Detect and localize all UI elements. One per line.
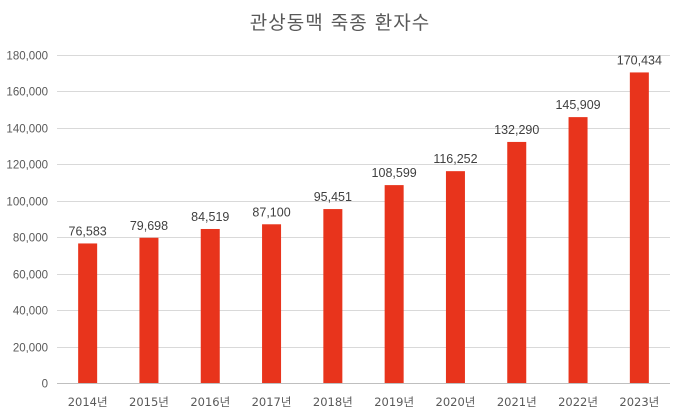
bar	[629, 72, 649, 383]
data-label: 87,100	[252, 205, 290, 219]
y-tick-label: 60,000	[13, 270, 48, 282]
x-tick-label: 2017년	[252, 395, 292, 409]
y-tick-label: 40,000	[13, 306, 48, 318]
x-tick-label: 2021년	[497, 395, 537, 409]
bar	[262, 224, 282, 383]
bar	[507, 141, 527, 383]
y-axis-tick-labels: 0 20,000 40,000 60,000 80,000 100,000 120,000 1…	[6, 51, 48, 391]
y-tick-label: 80,000	[13, 233, 48, 245]
bar	[384, 185, 404, 383]
y-tick-label: 180,000	[6, 51, 48, 63]
y-tick-label: 160,000	[6, 87, 48, 99]
bar	[323, 209, 343, 383]
gridlines	[57, 55, 670, 384]
bar	[568, 117, 588, 384]
x-tick-label: 2014년	[68, 395, 108, 409]
y-tick-label: 140,000	[6, 124, 48, 136]
data-label: 145,909	[555, 98, 600, 112]
data-labels: 76,583 79,698 84,519 87,100 95,451 108,599 116…	[69, 53, 662, 238]
bar	[200, 228, 220, 383]
data-label: 170,434	[617, 53, 662, 67]
data-label: 79,698	[130, 219, 168, 233]
data-label: 76,583	[69, 224, 107, 238]
data-label: 108,599	[372, 166, 417, 180]
bars	[78, 72, 649, 384]
data-label: 95,451	[314, 190, 352, 204]
x-tick-label: 2020년	[436, 395, 476, 409]
x-tick-label: 2019년	[374, 395, 414, 409]
data-label: 116,252	[433, 152, 477, 166]
x-tick-label: 2022년	[558, 395, 598, 409]
data-label: 132,290	[494, 123, 539, 137]
x-tick-label: 2018년	[313, 395, 353, 409]
y-tick-label: 0	[42, 379, 48, 391]
bar	[139, 237, 159, 383]
x-tick-label: 2023년	[619, 395, 659, 409]
bar	[78, 243, 98, 383]
y-tick-label: 120,000	[6, 160, 48, 172]
y-tick-label: 100,000	[6, 197, 48, 209]
x-tick-label: 2015년	[129, 395, 169, 409]
x-tick-label: 2016년	[190, 395, 230, 409]
chart-title: 관상동맥 죽종 환자수	[249, 12, 431, 34]
y-tick-label: 20,000	[13, 343, 48, 355]
x-axis-tick-labels: 2014년 2015년 2016년 2017년 2018년 2019년 2020년 2021년…	[68, 395, 660, 409]
data-label: 84,519	[191, 210, 229, 224]
bar	[445, 171, 465, 383]
